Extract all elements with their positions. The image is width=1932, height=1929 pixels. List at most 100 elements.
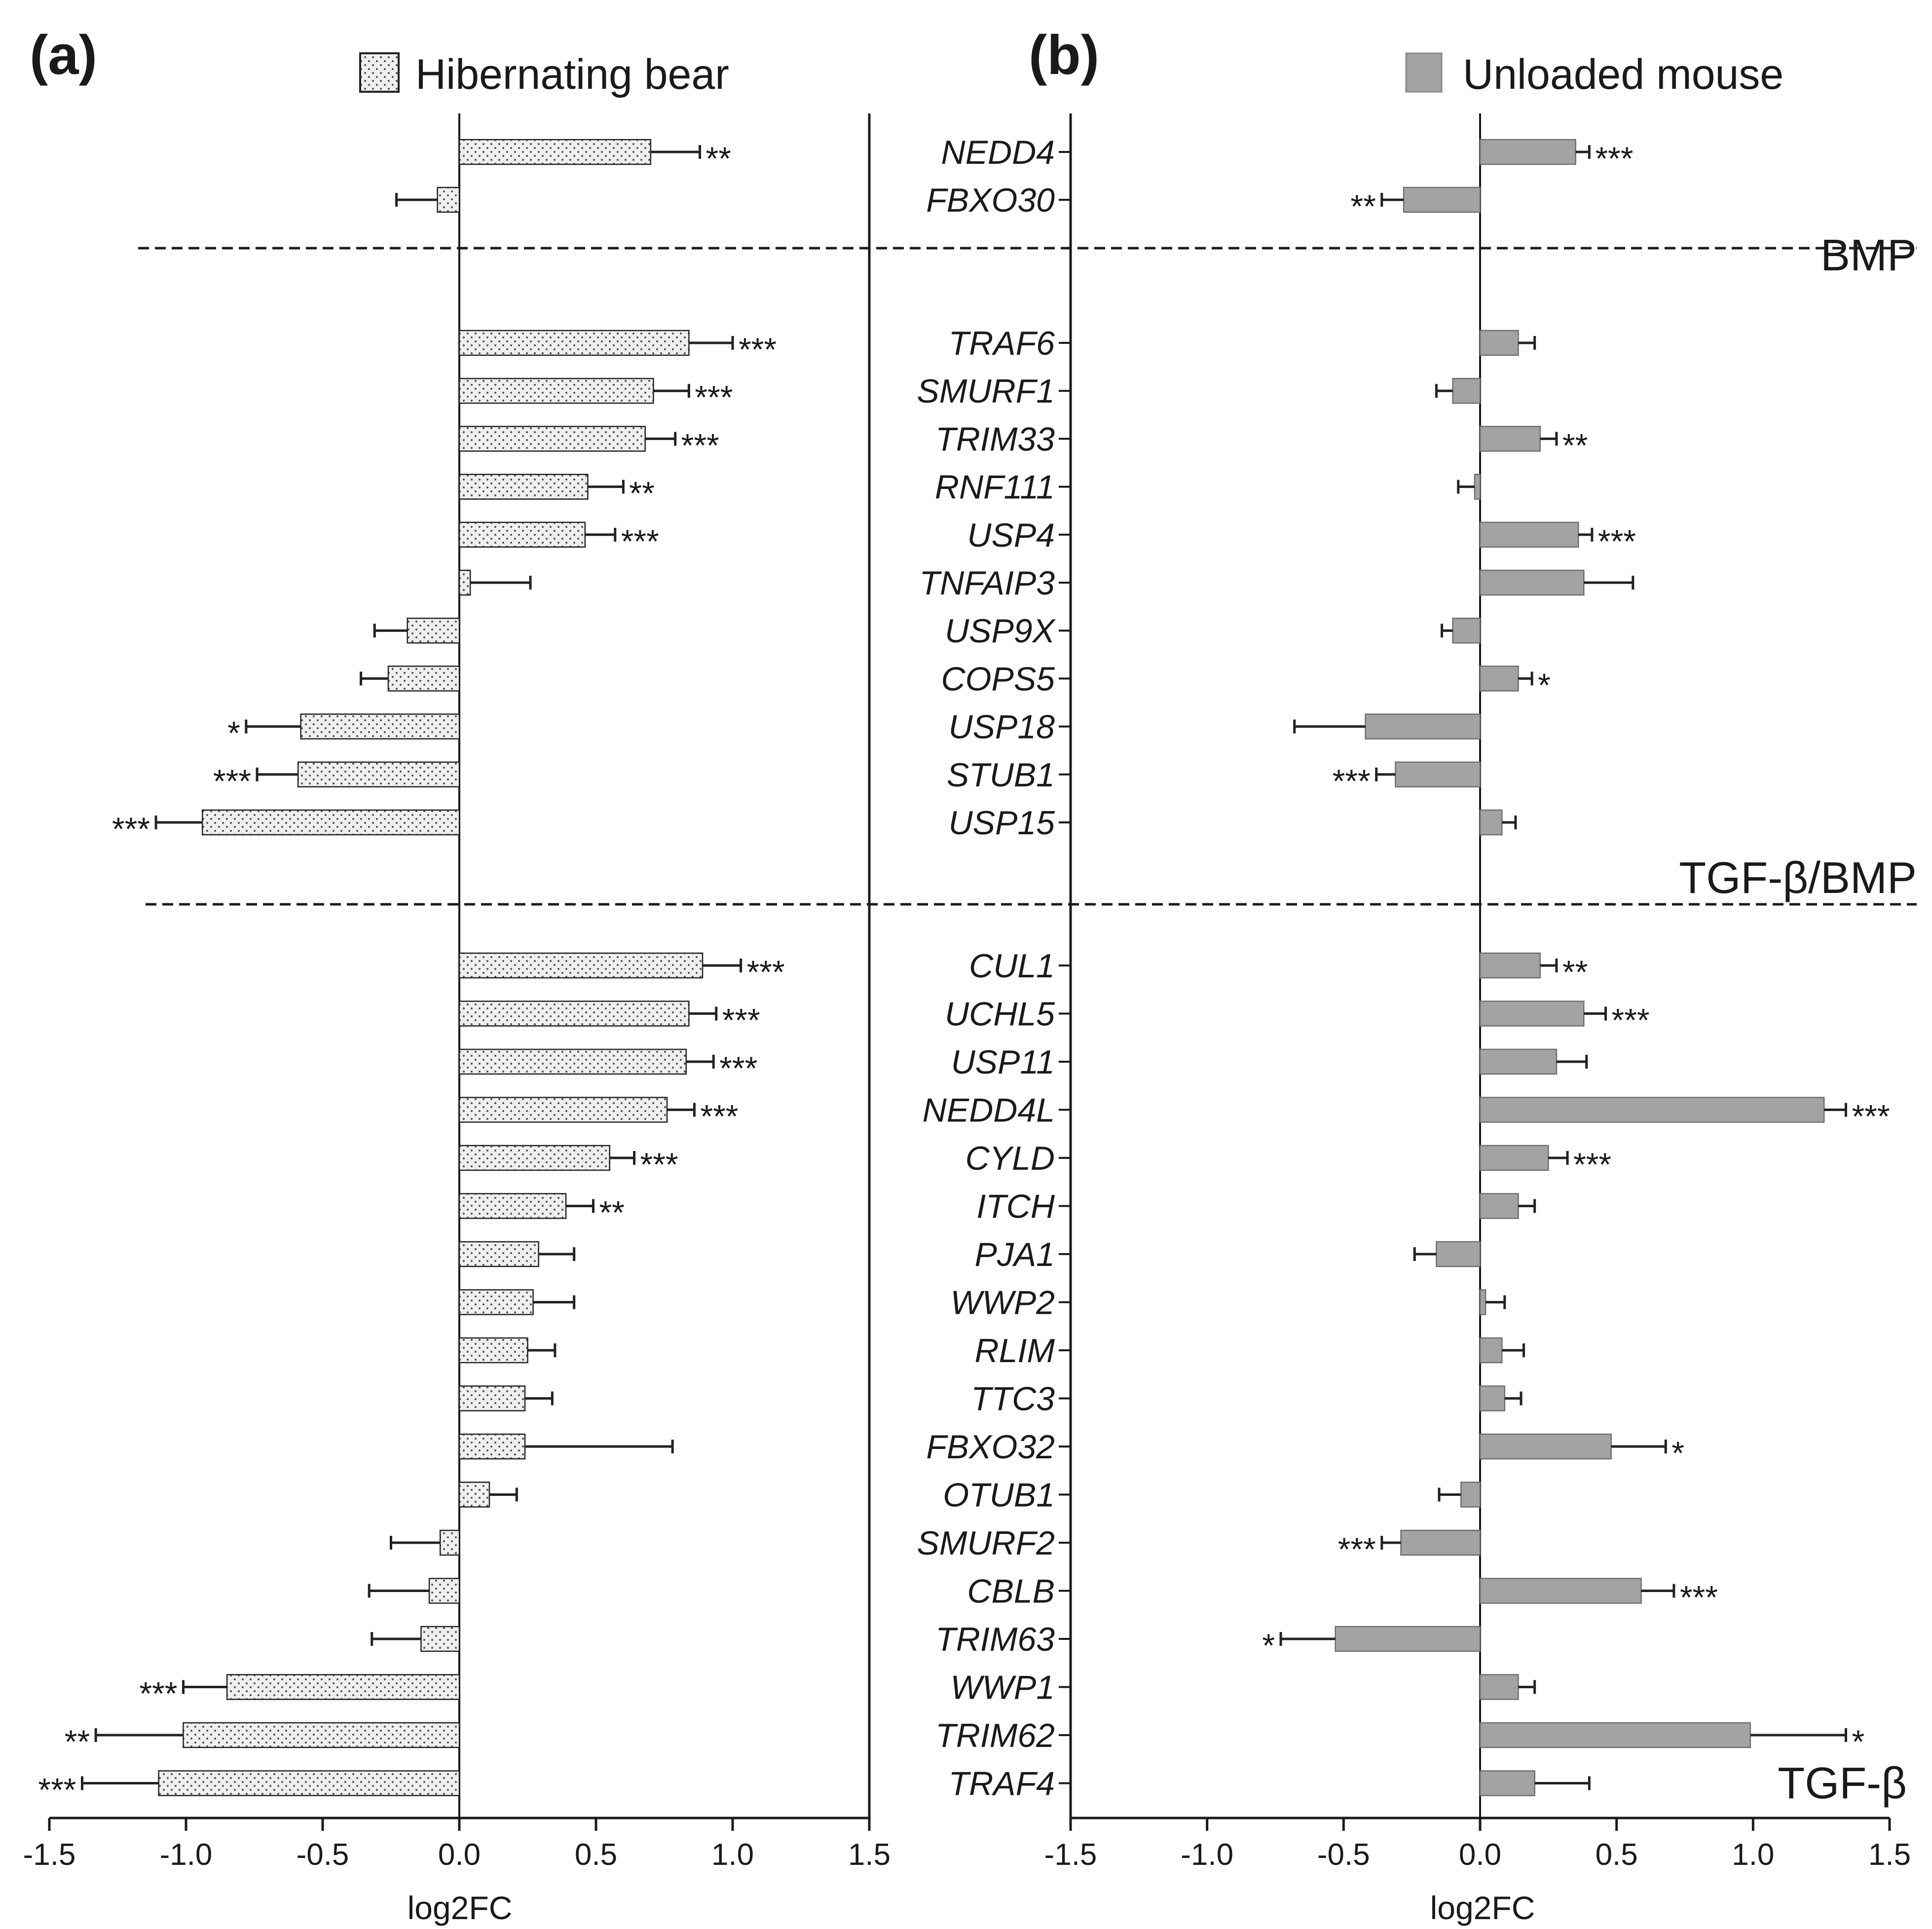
panel-b-bar-usp4 — [1479, 521, 1579, 548]
panel-b-bar-smurf1 — [1452, 377, 1481, 404]
panel-b-significance-trim63: * — [1262, 1627, 1275, 1664]
panel-a-x-tick-label: -0.5 — [297, 1838, 349, 1872]
gene-label-tnfaip3: TNFAIP3 — [919, 564, 1055, 602]
panel-a-bar-usp4 — [458, 521, 586, 548]
panel-b-bar-usp15 — [1479, 809, 1503, 836]
gene-label-wwp1: WWP1 — [950, 1669, 1055, 1706]
panel-b-x-tick-label: 0.0 — [1459, 1838, 1501, 1872]
legend-mouse-label: Unloaded mouse — [1463, 51, 1783, 98]
panel-a-bear-chart: -1.5 -1.0 -0.5 0.0 0.5 1.0 1.5****************… — [23, 113, 891, 1872]
panel-a-x-tick-label: -1.5 — [23, 1838, 76, 1872]
panel-b-significance-smurf2: *** — [1338, 1531, 1376, 1567]
panel-a-significance-trim33: *** — [681, 427, 719, 463]
panel-b-bar-rlim — [1479, 1337, 1503, 1364]
panel-a-bar-tnfaip3 — [458, 569, 471, 596]
panel-a-significance-trim62: ** — [65, 1723, 90, 1760]
panel-a-significance-cul1: *** — [747, 954, 785, 990]
panel-b-significance-nedd4l: *** — [1852, 1098, 1890, 1135]
panel-a-bar-trim33 — [458, 426, 646, 452]
panel-b-bar-trim63 — [1335, 1626, 1481, 1652]
panel-a-bar-wwp2 — [458, 1289, 534, 1315]
panel-b-bar-ttc3 — [1479, 1385, 1506, 1411]
panel-b-significance-usp4: *** — [1598, 523, 1636, 559]
panel-a-bar-rlim — [458, 1337, 528, 1364]
panel-b-bar-tnfaip3 — [1479, 569, 1585, 596]
panel-a-bar-cul1 — [458, 952, 704, 979]
panel-b-significance-fbxo30: ** — [1350, 188, 1375, 224]
panel-a-significance-usp18: * — [227, 715, 240, 751]
panel-a-bar-cblb — [428, 1578, 460, 1604]
panel-a-bar-otub1 — [458, 1482, 490, 1508]
panel-b-bar-stub1 — [1395, 761, 1481, 788]
gene-label-uchl5: UCHL5 — [945, 996, 1055, 1033]
panel-b-x-tick-label: 1.0 — [1732, 1838, 1774, 1872]
panel-b-x-tick-label: -0.5 — [1317, 1838, 1370, 1872]
panel-b-bar-uchl5 — [1479, 1001, 1585, 1027]
gene-label-stub1: STUB1 — [947, 756, 1055, 794]
gene-label-usp9x: USP9X — [945, 612, 1056, 650]
panel-a-bar-nedd4l — [458, 1097, 668, 1123]
gene-label-usp15: USP15 — [949, 804, 1055, 842]
panel-a-significance-usp4: *** — [621, 523, 659, 559]
gene-label-usp18: USP18 — [949, 708, 1055, 746]
gene-label-trim33: TRIM33 — [935, 420, 1055, 458]
panel-a-x-tick-label: -1.0 — [160, 1838, 213, 1872]
panel-a-bar-ttc3 — [458, 1385, 526, 1411]
panel-b-bar-usp11 — [1479, 1048, 1558, 1075]
panel-a-bar-pja1 — [458, 1241, 539, 1267]
panel-b-bar-trim62 — [1479, 1722, 1751, 1748]
panel-b-bar-cblb — [1479, 1578, 1642, 1604]
panel-a-bar-fbxo30 — [437, 186, 460, 213]
panel-b-bar-wwp2 — [1479, 1289, 1486, 1315]
panel-a-x-tick-label: 0.0 — [438, 1838, 481, 1872]
panel-a-x-axis-title: log2FC — [408, 1890, 513, 1926]
panel-b-bar-nedd4l — [1479, 1097, 1825, 1123]
panel-a-significance-nedd4: ** — [706, 140, 731, 177]
panel-a-significance-wwp1: *** — [139, 1675, 177, 1712]
gene-label-traf6: TRAF6 — [949, 325, 1055, 362]
panel-b-bar-itch — [1479, 1193, 1519, 1219]
gene-label-cblb: CBLB — [967, 1573, 1055, 1610]
gene-label-fbxo30: FBXO30 — [926, 182, 1055, 219]
panel-a-bar-traf4 — [158, 1770, 460, 1796]
gene-label-smurf2: SMURF2 — [917, 1524, 1055, 1562]
panel-a-bar-usp15 — [201, 809, 460, 836]
panel-a-significance-cyld: *** — [640, 1146, 678, 1183]
gene-label-otub1: OTUB1 — [943, 1477, 1055, 1514]
gene-label-ttc3: TTC3 — [971, 1380, 1055, 1418]
gene-label-fbxo32: FBXO32 — [926, 1428, 1055, 1466]
panel-a-bar-itch — [458, 1193, 567, 1219]
panel-b-significance-cblb: *** — [1680, 1579, 1718, 1616]
panel-b-x-tick-label: -1.0 — [1181, 1838, 1233, 1872]
panel-a-significance-traf6: *** — [739, 331, 777, 368]
panel-a-x-tick-label: 1.5 — [848, 1838, 891, 1872]
panel-b-bar-cops5 — [1479, 666, 1519, 692]
panel-b-bar-traf6 — [1479, 330, 1519, 356]
panel-b-bar-fbxo32 — [1479, 1433, 1612, 1460]
panel-a-bar-wwp1 — [226, 1674, 460, 1700]
panel-a-x-tick-label: 0.5 — [575, 1838, 617, 1872]
panel-b-bar-trim33 — [1479, 426, 1541, 452]
panel-b-mouse-chart: -1.5 -1.0 -0.5 0.0 0.5 1.0 1.5***NEDD4**FBXO30… — [868, 113, 1911, 1872]
gene-label-itch: ITCH — [976, 1188, 1055, 1225]
legend-bear-label: Hibernating bear — [415, 51, 729, 98]
panel-b-bar-usp9x — [1452, 617, 1481, 644]
panel-b-significance-stub1: *** — [1333, 763, 1371, 799]
panel-a-significance-uchl5: *** — [722, 1002, 760, 1039]
gene-label-wwp2: WWP2 — [950, 1284, 1055, 1322]
panel-b-bar-cul1 — [1479, 952, 1541, 979]
legend-bear-swatch — [359, 52, 400, 93]
panel-a-bar-trim62 — [183, 1722, 460, 1748]
panel-b-bar-nedd4 — [1479, 139, 1576, 165]
panel-a-bar-cops5 — [387, 666, 460, 692]
panel-b-bar-pja1 — [1436, 1241, 1481, 1267]
panel-b-significance-trim33: ** — [1562, 427, 1588, 463]
gene-label-usp4: USP4 — [967, 517, 1055, 554]
panel-b-bar-cyld — [1479, 1145, 1549, 1171]
panel-b-significance-cops5: * — [1538, 667, 1551, 703]
panel-a-bar-smurf2 — [439, 1529, 460, 1556]
gene-label-cyld: CYLD — [966, 1140, 1055, 1177]
panel-a-bar-rnf111 — [458, 474, 589, 500]
panel-a-bar-uchl5 — [458, 1001, 690, 1027]
panel-a-bar-cyld — [458, 1145, 610, 1171]
